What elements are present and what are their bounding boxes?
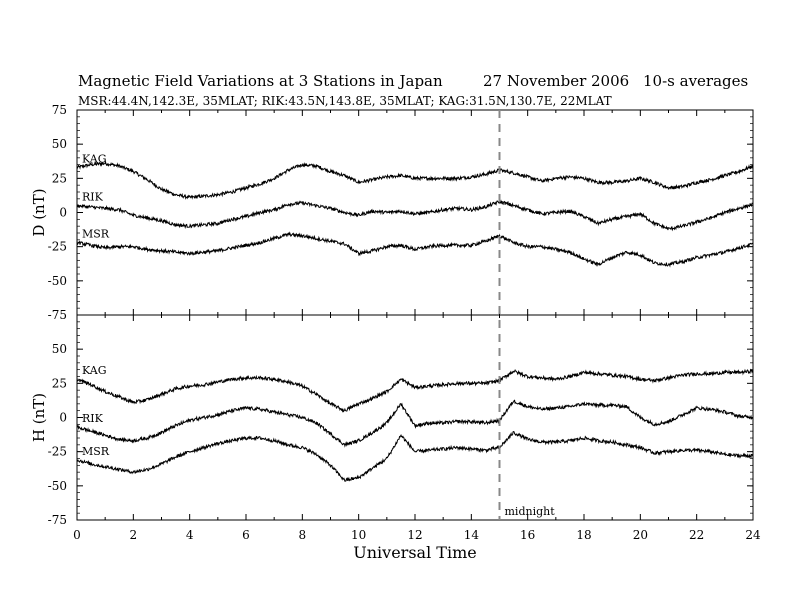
trace-H-rik bbox=[76, 399, 754, 448]
chart-title: Magnetic Field Variations at 3 Stations … bbox=[78, 72, 443, 90]
series-label-kag: KAG bbox=[82, 152, 107, 165]
midnight-label: midnight bbox=[505, 505, 556, 518]
x-tick-label: 4 bbox=[186, 528, 194, 542]
y-tick-label: 0 bbox=[59, 411, 67, 425]
x-tick-label: 0 bbox=[73, 528, 81, 542]
series-label-kag: KAG bbox=[82, 364, 107, 377]
y-tick-label: -25 bbox=[48, 445, 67, 459]
y-tick-label: -75 bbox=[48, 308, 67, 322]
y-tick-label: 25 bbox=[52, 171, 67, 185]
x-tick-label: 24 bbox=[745, 528, 761, 542]
x-tick-label: 14 bbox=[464, 528, 480, 542]
x-tick-label: 12 bbox=[407, 528, 422, 542]
series-label-msr: MSR bbox=[82, 228, 110, 241]
series-label-rik: RIK bbox=[82, 412, 104, 425]
y-tick-label: -75 bbox=[48, 513, 67, 527]
x-tick-label: 22 bbox=[689, 528, 704, 542]
x-tick-label: 6 bbox=[242, 528, 250, 542]
trace-H-kag bbox=[76, 368, 754, 413]
y-tick-label: -50 bbox=[48, 479, 67, 493]
x-axis-label: Universal Time bbox=[353, 543, 476, 562]
y-tick-label: -50 bbox=[48, 274, 67, 288]
x-tick-label: 10 bbox=[351, 528, 366, 542]
x-tick-label: 8 bbox=[299, 528, 307, 542]
y-tick-label: 75 bbox=[52, 103, 67, 117]
y-tick-label: 50 bbox=[52, 137, 67, 151]
averaging-label: 10-s averages bbox=[643, 72, 749, 90]
y-tick-label: -25 bbox=[48, 240, 67, 254]
x-tick-label: 18 bbox=[576, 528, 591, 542]
trace-H-msr bbox=[76, 430, 754, 482]
trace-D-kag bbox=[76, 160, 754, 200]
trace-D-rik bbox=[76, 199, 754, 232]
y-axis-label: H (nT) bbox=[30, 393, 48, 442]
station-info: MSR:44.4N,142.3E, 35MLAT; RIK:43.5N,143.… bbox=[78, 94, 612, 108]
series-label-msr: MSR bbox=[82, 445, 110, 458]
series-label-rik: RIK bbox=[82, 191, 104, 204]
x-tick-label: 2 bbox=[130, 528, 138, 542]
chart-date: 27 November 2006 bbox=[483, 72, 630, 90]
y-tick-label: 0 bbox=[59, 206, 67, 220]
x-tick-label: 20 bbox=[633, 528, 648, 542]
y-tick-label: 25 bbox=[52, 376, 67, 390]
trace-D-msr bbox=[76, 231, 754, 268]
panel-frame-D bbox=[76, 109, 754, 316]
panel-frame-H bbox=[76, 314, 754, 521]
y-axis-label: D (nT) bbox=[30, 188, 48, 236]
x-tick-label: 16 bbox=[520, 528, 535, 542]
y-tick-label: 50 bbox=[52, 342, 67, 356]
